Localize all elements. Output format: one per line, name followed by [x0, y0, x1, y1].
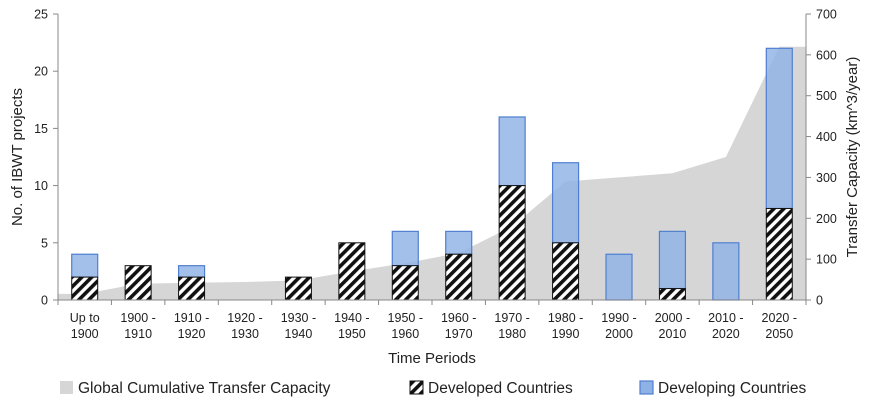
capacity-area-layer: [58, 46, 806, 301]
x-tick-label: 1940 -1950: [334, 311, 369, 341]
x-tick-label: 1920 -1930: [227, 311, 262, 341]
x-tick-label: 1960 -1970: [441, 311, 476, 341]
bar-developed: [552, 242, 580, 301]
bar-developing: [658, 230, 687, 290]
y2-tick-label: 300: [816, 171, 837, 185]
legend-swatch-capacity: [60, 381, 73, 394]
bar-layer: [71, 47, 793, 301]
x-axis-title: Time Periods: [388, 350, 476, 367]
y2-tick-label: 200: [816, 212, 837, 226]
y2-tick-label: 700: [816, 8, 837, 22]
y2-axis-title: Transfer Capacity (km^3/year): [844, 57, 861, 258]
bar-developed: [284, 276, 312, 301]
x-tick-label: 1950 -1960: [388, 311, 423, 341]
y2-tick-label: 400: [816, 130, 837, 144]
bar-developing: [498, 116, 526, 187]
legend-label-developed: Developed Countries: [428, 380, 573, 397]
x-tick-label: 1900 -1910: [120, 311, 155, 341]
x-tick-label: 1990 -2000: [601, 311, 636, 341]
x-tick-label: 1910 -1920: [174, 311, 209, 341]
y-tick-label: 0: [41, 294, 48, 308]
legend-label-capacity: Global Cumulative Transfer Capacity: [78, 380, 331, 397]
y2-tick-label: 500: [816, 89, 837, 103]
legend: Global Cumulative Transfer Capacity Deve…: [60, 380, 806, 397]
axis-layer: 0 5 10 15 20 25 0 100 200 300 400 500 600 700 Up to 190…: [34, 8, 837, 342]
y-tick-label: 10: [34, 179, 48, 193]
y2-tick-label: 600: [816, 48, 837, 62]
x-tick-label: 1970 -1980: [494, 311, 529, 341]
bar-developed: [445, 253, 473, 301]
bar-developed: [391, 265, 419, 301]
bar-developed: [124, 265, 152, 301]
y2-tick-label: 0: [816, 294, 823, 308]
bar-developing: [551, 162, 580, 244]
y-tick-label: 5: [41, 236, 48, 250]
x-tick-label: 1980 -1990: [548, 311, 583, 341]
bar-developed: [71, 276, 99, 301]
bar-developing: [445, 230, 473, 255]
legend-label-developing: Developing Countries: [658, 380, 806, 397]
x-tick-label: 2000 -2010: [655, 311, 690, 341]
y-axis-title: No. of IBWT projects: [9, 88, 26, 226]
bar-developed: [498, 185, 526, 301]
bar-developing: [605, 253, 633, 301]
y-tick-label: 15: [34, 122, 48, 136]
capacity-area: [58, 46, 806, 301]
y-tick-label: 25: [34, 8, 48, 22]
legend-swatch-developing: [639, 380, 654, 395]
x-tick-label: 1930 -1940: [281, 311, 316, 341]
bar-developing: [177, 265, 206, 278]
x-tick-label: 2020 -2050: [762, 311, 797, 341]
bar-developed: [178, 276, 206, 301]
legend-swatch-developed: [409, 380, 424, 395]
bar-developing: [391, 230, 419, 267]
bar-developing: [765, 47, 793, 210]
y2-tick-label: 100: [816, 253, 837, 267]
bar-developing: [71, 253, 99, 278]
x-tick-label: Up to 1900: [70, 311, 100, 341]
y-tick-label: 20: [34, 65, 48, 79]
bar-developed: [338, 242, 366, 301]
x-tick-label: 2010 -2020: [708, 311, 743, 341]
bar-developed: [765, 207, 793, 301]
bar-developing: [712, 242, 740, 301]
bar-developed: [658, 288, 686, 301]
